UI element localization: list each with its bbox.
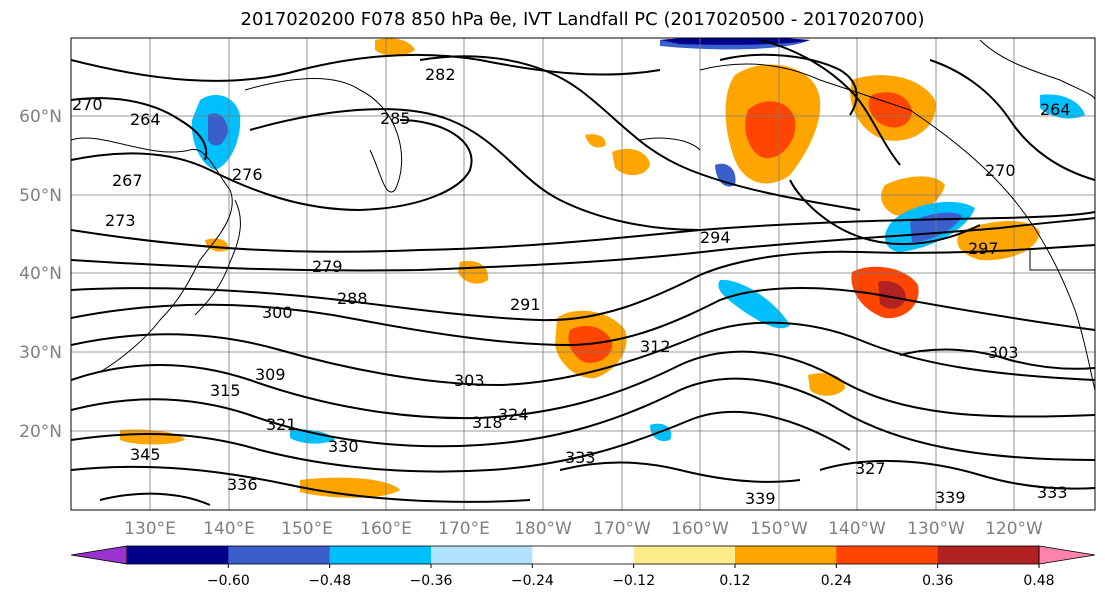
contour-labels: 282 264 270 267 273 276 285 279 288 300 …	[72, 65, 1071, 508]
contour-label: 285	[380, 109, 411, 128]
contour-label: 300	[262, 303, 293, 322]
lon-label: 130°E	[124, 519, 176, 539]
figure-title: 2017020200 F078 850 hPa θe, IVT Landfall…	[240, 9, 925, 30]
colorbar-extend-high	[1038, 545, 1096, 565]
contour-label: 339	[935, 488, 966, 507]
contour-label: 318	[472, 413, 503, 432]
lon-label: 160°W	[671, 519, 729, 539]
lon-label: 140°W	[828, 519, 886, 539]
colorbar-segment	[633, 546, 736, 564]
colorbar-segment	[329, 546, 432, 564]
lon-label: 130°W	[907, 519, 965, 539]
colorbar-tick-label: 0.36	[922, 573, 953, 589]
lon-label: 140°E	[203, 519, 255, 539]
map-content: 282 264 270 267 273 276 285 279 288 300 …	[71, 38, 1095, 510]
contour-label: 264	[130, 110, 161, 129]
contour-label: 321	[266, 415, 297, 434]
lon-label: 150°W	[750, 519, 808, 539]
colorbar-segment	[431, 546, 533, 564]
lat-label: 50°N	[19, 186, 62, 206]
contour-label: 282	[425, 65, 456, 84]
contour-label: 297	[968, 239, 999, 258]
colorbar-extend-low	[70, 545, 128, 565]
contour-label: 312	[640, 337, 671, 356]
contour-label: 333	[565, 448, 596, 467]
longitude-axis: 130°E 140°E 150°E 160°E 170°E 180°W 170°…	[124, 519, 1043, 539]
contour-label: 327	[855, 459, 886, 478]
contour-label: 345	[130, 445, 161, 464]
contour-label: 291	[510, 295, 541, 314]
coastlines	[71, 39, 1095, 391]
contour-label: 288	[337, 289, 368, 308]
colorbar-tick-label: −0.36	[410, 573, 453, 589]
colorbar	[70, 545, 1096, 565]
colorbar-segment	[937, 546, 1040, 564]
theta-e-contours	[71, 39, 1095, 506]
contour-label: 276	[232, 165, 263, 184]
contour-label: 336	[227, 475, 258, 494]
lon-label: 170°E	[438, 519, 490, 539]
contour-label: 270	[985, 161, 1016, 180]
colorbar-tick-label: −0.60	[207, 573, 250, 589]
contour-label: 267	[112, 171, 143, 190]
colorbar-tick-label: −0.48	[308, 573, 351, 589]
colorbar-tick-label: 0.12	[719, 573, 750, 589]
colorbar-segment	[532, 546, 635, 564]
lat-label: 30°N	[19, 343, 62, 363]
negative-shading	[191, 38, 1085, 444]
contour-label: 324	[498, 405, 529, 424]
contour-label: 273	[105, 211, 136, 230]
contour-label: 309	[255, 365, 286, 384]
lon-label: 180°W	[514, 519, 572, 539]
lat-label: 40°N	[19, 264, 62, 284]
contour-label: 330	[328, 437, 359, 456]
colorbar-segment	[228, 546, 331, 564]
latitude-axis: 60°N 50°N 40°N 30°N 20°N	[19, 107, 62, 442]
colorbar-tick-label: 0.48	[1023, 573, 1054, 589]
map-border	[70, 37, 1096, 511]
lon-label: 120°W	[985, 519, 1043, 539]
colorbar-tick-label: −0.12	[612, 573, 655, 589]
contour-label: 339	[745, 489, 776, 508]
lon-label: 150°E	[281, 519, 333, 539]
lat-lon-grid	[71, 38, 1095, 510]
colorbar-segment	[836, 546, 939, 564]
colorbar-tick-label: −0.24	[511, 573, 554, 589]
contour-label: 279	[312, 257, 343, 276]
contour-label: 264	[1040, 100, 1071, 119]
lat-label: 20°N	[19, 422, 62, 442]
positive-shading	[120, 38, 1040, 498]
lat-label: 60°N	[19, 107, 62, 127]
lon-label: 170°W	[593, 519, 651, 539]
lon-label: 160°E	[360, 519, 412, 539]
contour-label: 315	[210, 381, 241, 400]
contour-label: 270	[72, 95, 103, 114]
colorbar-tick-label: 0.24	[821, 573, 852, 589]
colorbar-outline	[126, 545, 1040, 565]
contour-label: 294	[700, 228, 731, 247]
colorbar-ticks: −0.60 −0.48 −0.36 −0.24 −0.12 0.12 0.24 0.36 0.4…	[207, 564, 1055, 589]
colorbar-segment	[735, 546, 837, 564]
contour-label: 303	[454, 371, 485, 390]
contour-label: 303	[988, 343, 1019, 362]
colorbar-segment	[127, 546, 229, 564]
contour-label: 333	[1037, 483, 1068, 502]
